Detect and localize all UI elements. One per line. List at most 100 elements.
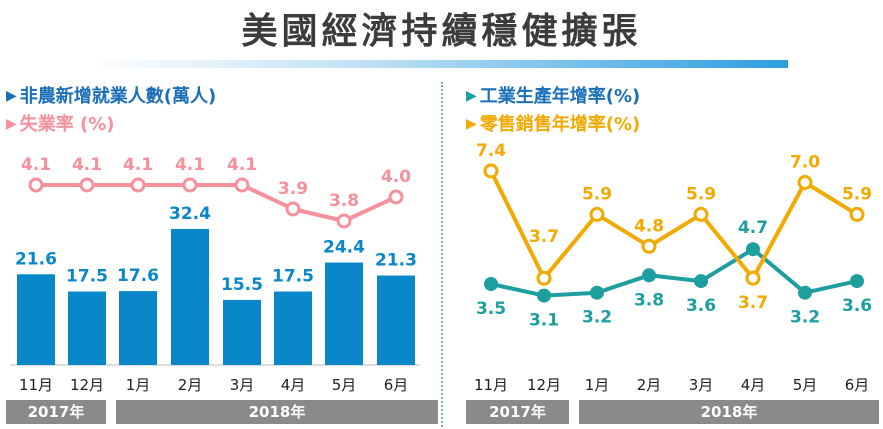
nonfarm-bar-label-5: 17.5: [272, 267, 314, 287]
retail-label-1: 3.7: [529, 227, 559, 247]
left-x-tick-2: 1月: [126, 376, 151, 394]
retail-point-4: [693, 206, 709, 222]
panel-divider: [441, 82, 443, 427]
retail-label-0: 7.4: [476, 141, 506, 161]
unemployment-point-0: [28, 177, 44, 193]
legend-industrial: ▶ 工業生產年增率(%): [466, 82, 640, 108]
unemployment-point-4: [234, 177, 250, 193]
retail-point-1: [536, 270, 552, 286]
page-title: 美國經濟持續穩健擴張: [241, 11, 642, 52]
left-x-tick-3: 2月: [178, 376, 203, 394]
industrial-label-3: 3.8: [634, 290, 664, 310]
retail-label-7: 5.9: [842, 184, 872, 204]
legend-retail-label: 零售銷售年增率(%): [479, 114, 641, 135]
unemployment-point-1: [79, 177, 95, 193]
retail-label-3: 4.8: [634, 216, 664, 236]
right-x-tick-5: 4月: [741, 376, 766, 394]
right-x-tick-1: 12月: [527, 376, 561, 394]
nonfarm-bar-4: [223, 299, 261, 365]
nonfarm-bar-3: [171, 228, 209, 365]
right-x-tick-7: 6月: [845, 376, 870, 394]
industrial-point-5: [746, 242, 760, 257]
retail-point-2: [589, 206, 605, 222]
left-x-tick-7: 6月: [384, 376, 409, 394]
left-year-2017: 2017年: [6, 400, 106, 424]
right-year-2018: 2018年: [579, 400, 879, 424]
right-x-tick-6: 5月: [793, 376, 818, 394]
unemployment-point-5: [285, 201, 301, 217]
right-x-tick-4: 3月: [689, 376, 714, 394]
unemployment-label-6: 3.8: [329, 191, 359, 211]
right-x-tick-2: 1月: [585, 376, 610, 394]
industrial-point-7: [850, 274, 864, 289]
nonfarm-bar-5: [274, 291, 312, 365]
unemployment-point-2: [130, 177, 146, 193]
nonfarm-bar-label-1: 17.5: [66, 267, 108, 287]
industrial-label-5: 4.7: [738, 218, 768, 238]
unemployment-point-6: [336, 213, 352, 229]
unemployment-label-1: 4.1: [72, 155, 102, 175]
legend-nonfarm: ▶ 非農新增就業人數(萬人): [6, 82, 216, 108]
nonfarm-bar-6: [325, 262, 363, 365]
unemployment-point-7: [388, 189, 404, 205]
nonfarm-bar-2: [119, 291, 157, 365]
left-x-tick-0: 11月: [19, 376, 53, 394]
unemployment-label-3: 4.1: [175, 155, 205, 175]
legend-retail-arrow-icon: ▶: [466, 116, 477, 132]
retail-label-5: 3.7: [738, 293, 768, 313]
title-underline: [88, 60, 788, 68]
right-x-tick-3: 2月: [637, 376, 662, 394]
industrial-label-1: 3.1: [529, 311, 559, 331]
unemployment-label-0: 4.1: [21, 155, 51, 175]
industrial-label-7: 3.6: [842, 296, 872, 316]
retail-label-6: 7.0: [790, 153, 820, 173]
industrial-label-4: 3.6: [686, 296, 716, 316]
unemployment-label-4: 4.1: [227, 155, 257, 175]
industrial-point-1: [537, 288, 551, 303]
industrial-point-4: [694, 274, 708, 289]
nonfarm-bar-label-2: 17.6: [117, 266, 159, 286]
retail-point-3: [641, 238, 657, 254]
retail-line: [489, 170, 859, 281]
left-x-tick-1: 12月: [70, 376, 104, 394]
right-year-2017: 2017年: [466, 400, 569, 424]
legend-retail: ▶ 零售銷售年增率(%): [466, 110, 640, 136]
retail-point-6: [797, 175, 813, 190]
unemployment-line: [36, 183, 397, 223]
industrial-point-6: [798, 285, 812, 300]
legend-industrial-label: 工業生產年增率(%): [479, 86, 641, 107]
left-year-2018: 2018年: [116, 400, 438, 424]
industrial-point-2: [590, 285, 604, 300]
nonfarm-bar-label-3: 32.4: [169, 204, 211, 224]
retail-point-0: [483, 163, 499, 179]
right-x-tick-0: 11月: [474, 376, 508, 394]
nonfarm-bar-label-6: 24.4: [323, 238, 365, 258]
legend-nonfarm-label: 非農新增就業人數(萬人): [19, 86, 217, 107]
retail-point-5: [745, 270, 761, 286]
nonfarm-bar-0: [17, 274, 55, 365]
industrial-label-2: 3.2: [582, 308, 612, 328]
legend-industrial-arrow-icon: ▶: [466, 88, 477, 104]
retail-label-4: 5.9: [686, 184, 716, 204]
industrial-label-6: 3.2: [790, 308, 820, 328]
retail-label-2: 5.9: [582, 184, 612, 204]
unemployment-label-7: 4.0: [381, 167, 411, 187]
left-x-tick-6: 5月: [332, 376, 357, 394]
nonfarm-bar-label-0: 21.6: [15, 249, 57, 269]
legend-nonfarm-arrow-icon: ▶: [6, 88, 17, 104]
industrial-point-3: [642, 268, 656, 283]
nonfarm-bar-label-4: 15.5: [221, 275, 263, 295]
nonfarm-bar-label-7: 21.3: [375, 251, 417, 271]
legend-unemployment: ▶ 失業率 (%): [6, 110, 115, 136]
retail-point-7: [849, 206, 865, 222]
legend-unemployment-label: 失業率 (%): [19, 114, 115, 135]
industrial-label-0: 3.5: [476, 299, 506, 319]
left-x-tick-4: 3月: [230, 376, 255, 394]
industrial-line: [490, 247, 858, 298]
nonfarm-bar-1: [68, 291, 106, 365]
unemployment-point-3: [182, 177, 198, 193]
unemployment-label-2: 4.1: [123, 155, 153, 175]
legend-unemployment-arrow-icon: ▶: [6, 116, 17, 132]
left-x-tick-5: 4月: [281, 376, 306, 394]
